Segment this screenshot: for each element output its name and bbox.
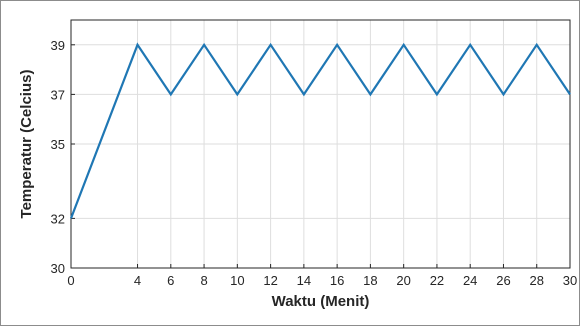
x-tick-label: 24 [463, 273, 477, 288]
x-tick-label: 28 [529, 273, 543, 288]
x-tick-label: 10 [230, 273, 244, 288]
x-tick-label: 4 [134, 273, 141, 288]
x-tick-label: 22 [430, 273, 444, 288]
y-tick-label: 30 [51, 261, 65, 276]
y-tick-label: 39 [51, 38, 65, 53]
series-line [71, 45, 570, 219]
x-axis-label: Waktu (Menit) [272, 293, 370, 310]
x-tick-label: 0 [67, 273, 74, 288]
x-tick-label: 8 [200, 273, 207, 288]
ticks: 0 4 6 8 10 12 14 16 18 20 22 24 26 28 30 30 32 35 37 39 [51, 38, 578, 288]
chart: 0 4 6 8 10 12 14 16 18 20 22 24 26 28 30 30 32 35 37 39 Wak… [1, 1, 579, 325]
y-tick-label: 32 [51, 211, 65, 226]
x-tick-label: 6 [167, 273, 174, 288]
x-tick-label: 12 [263, 273, 277, 288]
x-tick-label: 16 [330, 273, 344, 288]
x-tick-label: 14 [297, 273, 311, 288]
y-tick-label: 35 [51, 137, 65, 152]
x-tick-label: 20 [396, 273, 410, 288]
y-axis-label: Temperatur (Celcius) [18, 70, 35, 219]
x-tick-label: 26 [496, 273, 510, 288]
x-tick-label: 30 [563, 273, 577, 288]
y-tick-label: 37 [51, 87, 65, 102]
series [71, 45, 570, 219]
x-tick-label: 18 [363, 273, 377, 288]
